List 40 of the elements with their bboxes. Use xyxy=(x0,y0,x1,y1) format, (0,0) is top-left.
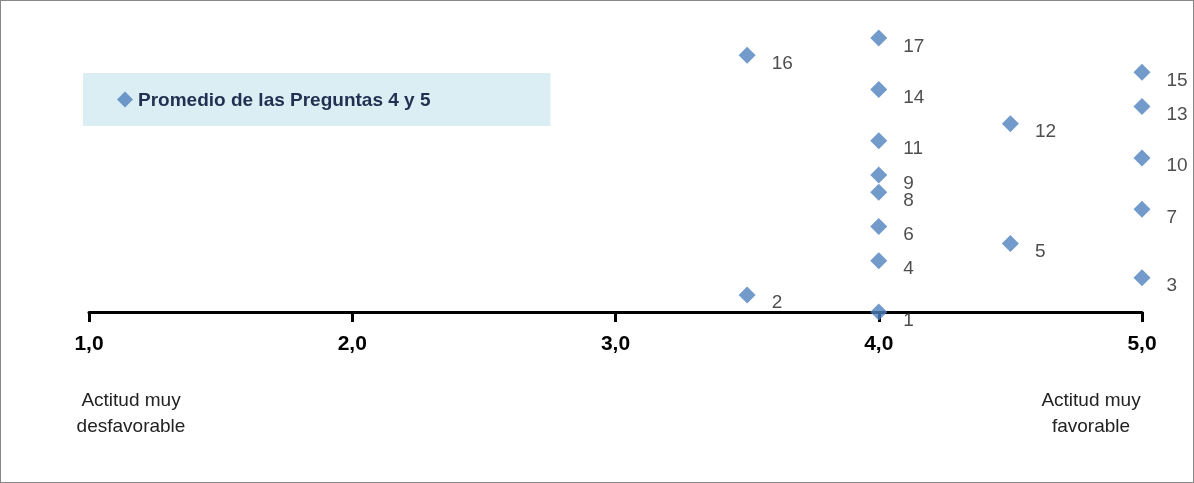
point xyxy=(870,303,888,321)
point xyxy=(870,166,888,184)
point xyxy=(870,183,888,201)
point xyxy=(1133,149,1151,167)
text: Actitud muy desfavorable xyxy=(76,388,186,436)
point xyxy=(1133,98,1151,116)
x-tick-label: 1,0 xyxy=(74,331,104,354)
data-label: 1 xyxy=(903,308,914,330)
data-label: 17 xyxy=(903,34,925,56)
point xyxy=(1001,235,1019,253)
point xyxy=(1001,115,1019,133)
data-label: 4 xyxy=(903,257,915,279)
data-label: 6 xyxy=(903,222,914,244)
x-tick-label: 3,0 xyxy=(600,331,631,354)
data-label: 10 xyxy=(1166,154,1188,176)
point xyxy=(870,252,888,270)
data-label: 11 xyxy=(903,137,923,159)
point xyxy=(870,217,888,235)
text: Actitud muy favorable xyxy=(1041,388,1142,436)
data-label: 15 xyxy=(1166,68,1188,90)
data-label: 7 xyxy=(1166,205,1178,227)
x-tick-label: 4,0 xyxy=(864,331,894,354)
data-label: 3 xyxy=(1166,274,1178,296)
data-label: 5 xyxy=(1034,240,1046,262)
point xyxy=(870,132,888,150)
legend-label: Promedio de las Preguntas 4 y 5 xyxy=(138,89,431,110)
point xyxy=(738,286,756,304)
point xyxy=(1133,63,1151,81)
data-label: 13 xyxy=(1166,103,1188,125)
data-label: 16 xyxy=(771,51,793,73)
point xyxy=(870,80,888,98)
point xyxy=(1133,200,1151,218)
x-tick-label: 2,0 xyxy=(337,331,367,354)
point xyxy=(870,29,888,47)
data-label: 14 xyxy=(903,85,925,107)
point xyxy=(1133,269,1151,287)
point xyxy=(738,46,756,64)
data-label: 2 xyxy=(771,291,783,313)
x-tick-label: 5,0 xyxy=(1127,331,1157,354)
data-label: 12 xyxy=(1034,120,1057,142)
